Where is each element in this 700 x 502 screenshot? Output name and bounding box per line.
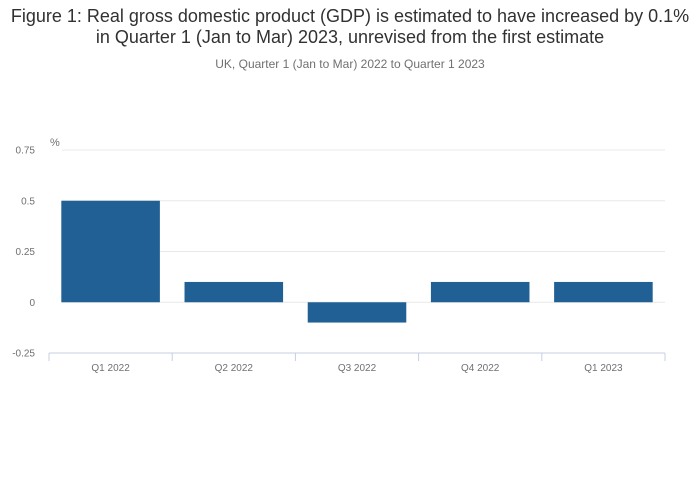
y-axis-unit-label: % — [50, 137, 60, 149]
y-tick-label: 0.5 — [21, 196, 35, 207]
x-tick-label: Q1 2023 — [584, 363, 623, 374]
y-tick-label: -0.25 — [12, 349, 35, 360]
bar — [184, 281, 284, 303]
y-tick-label: 0.75 — [16, 146, 36, 157]
axis-labels: % -0.25 0 0.25 0.5 0.75 Q1 2022 Q2 2022 Q3 2022… — [12, 137, 623, 374]
x-tick-label: Q1 2022 — [91, 363, 130, 374]
bar — [554, 281, 653, 303]
y-tick-label: 0.25 — [16, 247, 36, 258]
x-tick-label: Q4 2022 — [461, 363, 500, 374]
bar — [430, 281, 530, 303]
x-tick-label: Q2 2022 — [215, 363, 254, 374]
x-axis — [48, 352, 666, 361]
chart-subtitle: UK, Quarter 1 (Jan to Mar) 2022 to Quart… — [215, 57, 485, 71]
bar — [61, 200, 160, 303]
chart-title: Figure 1: Real gross domestic product (G… — [10, 6, 690, 47]
bar — [307, 302, 407, 323]
bars — [61, 200, 653, 323]
x-tick-label: Q3 2022 — [338, 363, 377, 374]
y-tick-label: 0 — [29, 298, 35, 309]
